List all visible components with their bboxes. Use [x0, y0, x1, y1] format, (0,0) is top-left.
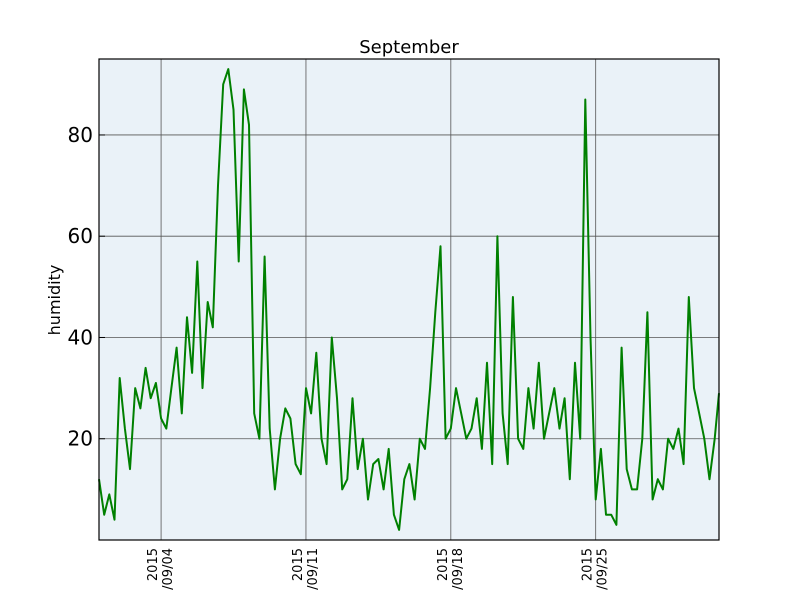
- y-tick-label: 20: [68, 427, 93, 451]
- x-tick-label: 2015/09/18: [436, 548, 466, 590]
- x-ticks: 2015/09/04 2015/09/11 2015/09/18 2015/09/25: [146, 548, 611, 590]
- plot-frame: [98, 58, 720, 541]
- x-tick-label: 2015/09/04: [146, 548, 176, 590]
- chart-title: September: [359, 37, 459, 58]
- series-line: [98, 68, 720, 531]
- x-tick-label-day: /09/04: [161, 548, 176, 590]
- x-tick-label-day: /09/25: [596, 548, 611, 590]
- x-tick-label-year: 2015: [146, 548, 161, 581]
- x-tick-label-year: 2015: [291, 548, 306, 581]
- y-tick-label: 40: [68, 325, 93, 349]
- y-ticks: 20 40 60 80: [68, 123, 93, 451]
- x-tick-label: 2015/09/25: [581, 548, 611, 590]
- y-tick-label: 80: [68, 123, 93, 147]
- x-tick-label-year: 2015: [436, 548, 451, 581]
- y-axis-label: humidity: [45, 265, 64, 336]
- grid: [99, 59, 719, 540]
- x-tick-label-day: /09/11: [306, 548, 321, 590]
- x-tick-label-day: /09/18: [451, 548, 466, 590]
- x-tick-label-year: 2015: [581, 548, 596, 581]
- plot-background: [99, 59, 719, 540]
- x-tick-label: 2015/09/11: [291, 548, 321, 590]
- y-tick-label: 60: [68, 224, 93, 248]
